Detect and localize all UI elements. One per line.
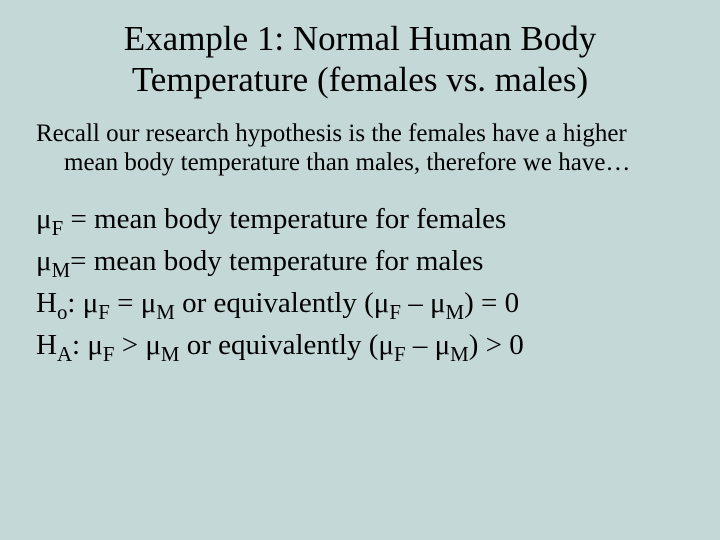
- sub-m: M: [446, 300, 465, 324]
- sub-f: F: [98, 300, 110, 324]
- alternative-hypothesis: HA: μF > μM or equivalently (μF – μM) > …: [36, 326, 684, 368]
- sub-f: F: [394, 342, 406, 366]
- mu-f-text: = mean body temperature for females: [63, 203, 506, 235]
- h-symbol: H: [36, 329, 57, 361]
- sub-f: F: [389, 300, 401, 324]
- mu-symbol: μ: [36, 203, 52, 235]
- intro-text: Recall our research hypothesis is the fe…: [36, 119, 684, 178]
- ha-part-b: > μ: [115, 329, 161, 361]
- sub-f: F: [103, 342, 115, 366]
- title-line-1: Example 1: Normal Human Body: [124, 19, 596, 58]
- h0-part-b: = μ: [110, 287, 156, 319]
- mu-m-definition: μM= mean body temperature for males: [36, 242, 684, 284]
- mu-symbol: μ: [36, 245, 52, 277]
- h0-subscript: o: [57, 300, 67, 324]
- mu-m-text: = mean body temperature for males: [70, 245, 483, 277]
- mu-f-definition: μF = mean body temperature for females: [36, 200, 684, 242]
- sub-m: M: [450, 342, 469, 366]
- h-symbol: H: [36, 287, 57, 319]
- ha-subscript: A: [57, 342, 72, 366]
- ha-part-a: : μ: [72, 329, 103, 361]
- slide-title: Example 1: Normal Human Body Temperature…: [36, 18, 684, 101]
- ha-end: ) > 0: [469, 329, 524, 361]
- h0-part-a: : μ: [67, 287, 98, 319]
- title-line-2: Temperature (females vs. males): [132, 60, 588, 99]
- mu-m-subscript: M: [52, 258, 71, 282]
- intro-paragraph: Recall our research hypothesis is the fe…: [36, 119, 684, 178]
- ha-part-d: – μ: [406, 329, 451, 361]
- sub-m: M: [161, 342, 180, 366]
- h0-end: ) = 0: [464, 287, 519, 319]
- ha-part-c: or equivalently (μ: [179, 329, 393, 361]
- null-hypothesis: Ho: μF = μM or equivalently (μF – μM) = …: [36, 284, 684, 326]
- definitions-block: μF = mean body temperature for females μ…: [36, 200, 684, 368]
- h0-part-c: or equivalently (μ: [175, 287, 389, 319]
- sub-m: M: [156, 300, 175, 324]
- mu-f-subscript: F: [52, 216, 64, 240]
- h0-part-d: – μ: [401, 287, 446, 319]
- slide-container: Example 1: Normal Human Body Temperature…: [0, 0, 720, 540]
